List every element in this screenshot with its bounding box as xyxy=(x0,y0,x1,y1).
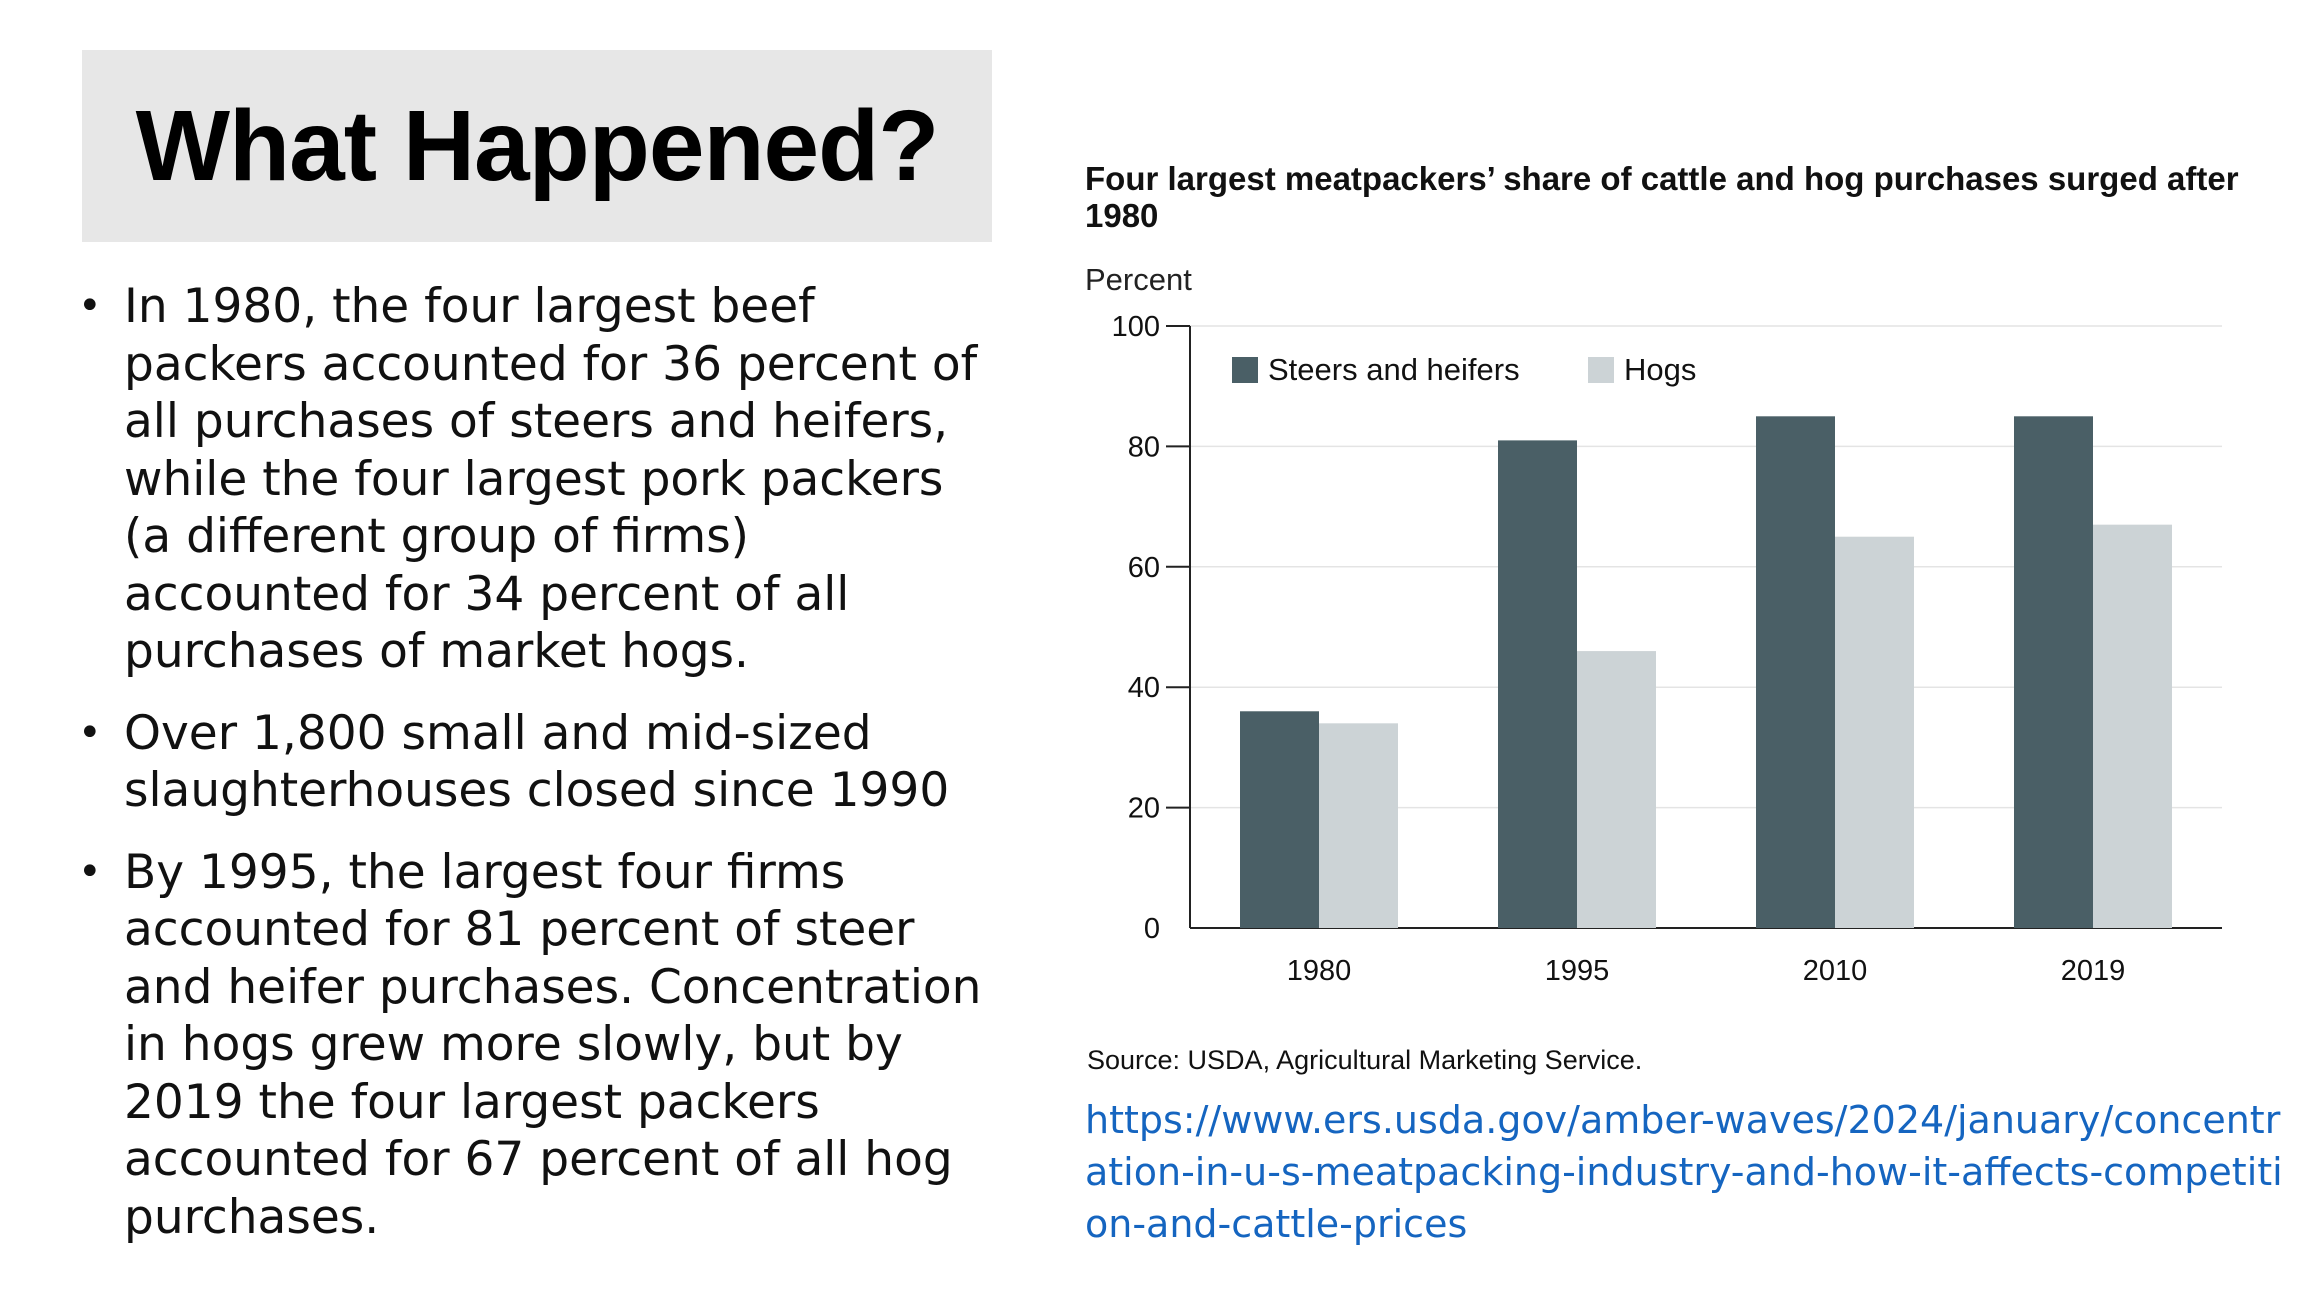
bar-hogs-1995 xyxy=(1577,651,1656,928)
bullet-item: • Over 1,800 small and mid-sized slaught… xyxy=(78,705,998,820)
source-note: Source: USDA, Agricultural Marketing Ser… xyxy=(1087,1045,1643,1075)
slide-title: What Happened? xyxy=(135,89,940,202)
source-link[interactable]: https://www.ers.usda.gov/amber-waves/202… xyxy=(1085,1098,2283,1246)
bar-steers-1995 xyxy=(1498,440,1577,928)
bullet-text: Over 1,800 small and mid-sized slaughter… xyxy=(124,705,950,819)
chart-title: Four largest meatpackers’ share of cattl… xyxy=(1085,160,2239,234)
title-box: What Happened? xyxy=(82,50,992,242)
x-tick-label: 1995 xyxy=(1545,955,1610,987)
bar-chart: 0 20 40 60 80 100 1980 1995 2010 2019 Steers and h… xyxy=(1112,311,2222,987)
bullet-text: In 1980, the four largest beef packers a… xyxy=(124,279,978,679)
bar-steers-1980 xyxy=(1240,711,1319,928)
bar-steers-2019 xyxy=(2014,416,2093,928)
y-tick-label: 80 xyxy=(1128,431,1160,463)
bullet-icon: • xyxy=(78,709,102,756)
x-tick-label: 2010 xyxy=(1803,955,1868,987)
bullet-item: • In 1980, the four largest beef packers… xyxy=(78,278,998,681)
y-tick-label: 40 xyxy=(1128,672,1160,704)
y-tick-label: 100 xyxy=(1112,311,1160,343)
bar-steers-2010 xyxy=(1756,416,1835,928)
legend-label: Hogs xyxy=(1624,352,1696,387)
bullet-icon: • xyxy=(78,283,102,329)
x-tick-label: 2019 xyxy=(2061,955,2126,987)
y-tick-label: 20 xyxy=(1128,793,1160,825)
y-tick-label: 60 xyxy=(1128,552,1160,584)
bullet-list: • In 1980, the four largest beef packers… xyxy=(78,278,998,1270)
y-tick-label: 0 xyxy=(1144,913,1160,945)
bar-hogs-2019 xyxy=(2093,524,2172,928)
legend-swatch xyxy=(1588,357,1614,383)
bullet-text: By 1995, the largest four firms accounte… xyxy=(124,844,982,1245)
bullet-item: • By 1995, the largest four firms accoun… xyxy=(78,844,998,1247)
bullet-icon: • xyxy=(78,848,102,895)
legend-swatch xyxy=(1232,357,1258,383)
y-axis-label: Percent xyxy=(1085,262,1192,297)
bar-hogs-2010 xyxy=(1835,536,1914,928)
legend-label: Steers and heifers xyxy=(1268,352,1520,387)
x-tick-label: 1980 xyxy=(1287,955,1352,987)
bar-hogs-1980 xyxy=(1319,723,1398,928)
source-link-block: https://www.ers.usda.gov/amber-waves/202… xyxy=(1085,1094,2285,1250)
